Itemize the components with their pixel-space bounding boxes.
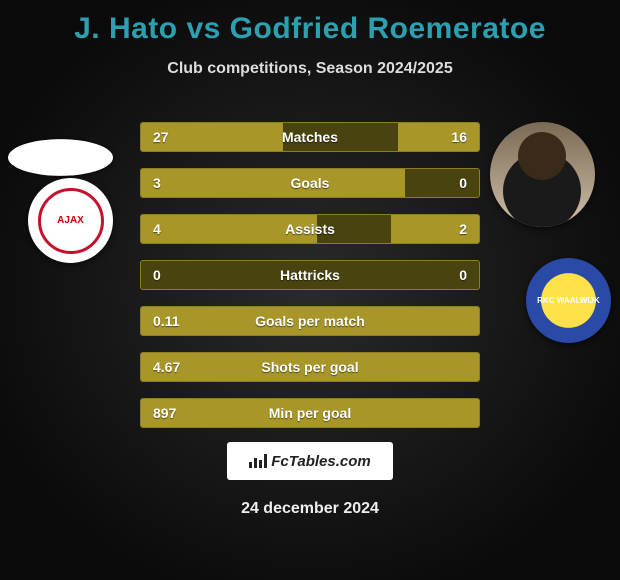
stat-row: 897Min per goal	[140, 398, 480, 428]
brand-badge[interactable]: FcTables.com	[227, 442, 393, 480]
brand-label: FcTables.com	[271, 453, 370, 470]
subtitle: Club competitions, Season 2024/2025	[0, 60, 620, 78]
stat-label: Shots per goal	[141, 353, 479, 381]
club2-label: RKC WAALWIJK	[537, 296, 600, 305]
value-right: 0	[459, 261, 467, 289]
chart-icon	[249, 454, 267, 468]
stat-label: Min per goal	[141, 399, 479, 427]
stat-row: 27Matches16	[140, 122, 480, 152]
stat-label: Matches	[141, 123, 479, 151]
player2-avatar	[490, 122, 595, 227]
date-label: 24 december 2024	[0, 500, 620, 518]
stat-row: 4.67Shots per goal	[140, 352, 480, 382]
stat-row: 3Goals0	[140, 168, 480, 198]
value-right: 16	[451, 123, 467, 151]
player2-club-badge: RKC WAALWIJK	[526, 258, 611, 343]
stat-label: Goals	[141, 169, 479, 197]
stat-label: Hattricks	[141, 261, 479, 289]
stat-label: Assists	[141, 215, 479, 243]
club1-label: AJAX	[38, 188, 104, 254]
value-right: 2	[459, 215, 467, 243]
page-title: J. Hato vs Godfried Roemeratoe	[0, 0, 620, 46]
stat-label: Goals per match	[141, 307, 479, 335]
stat-row: 4Assists2	[140, 214, 480, 244]
stats-container: 27Matches163Goals04Assists20Hattricks00.…	[140, 122, 480, 444]
player1-avatar	[8, 139, 113, 176]
value-right: 0	[459, 169, 467, 197]
stat-row: 0Hattricks0	[140, 260, 480, 290]
player1-club-badge: AJAX	[28, 178, 113, 263]
stat-row: 0.11Goals per match	[140, 306, 480, 336]
